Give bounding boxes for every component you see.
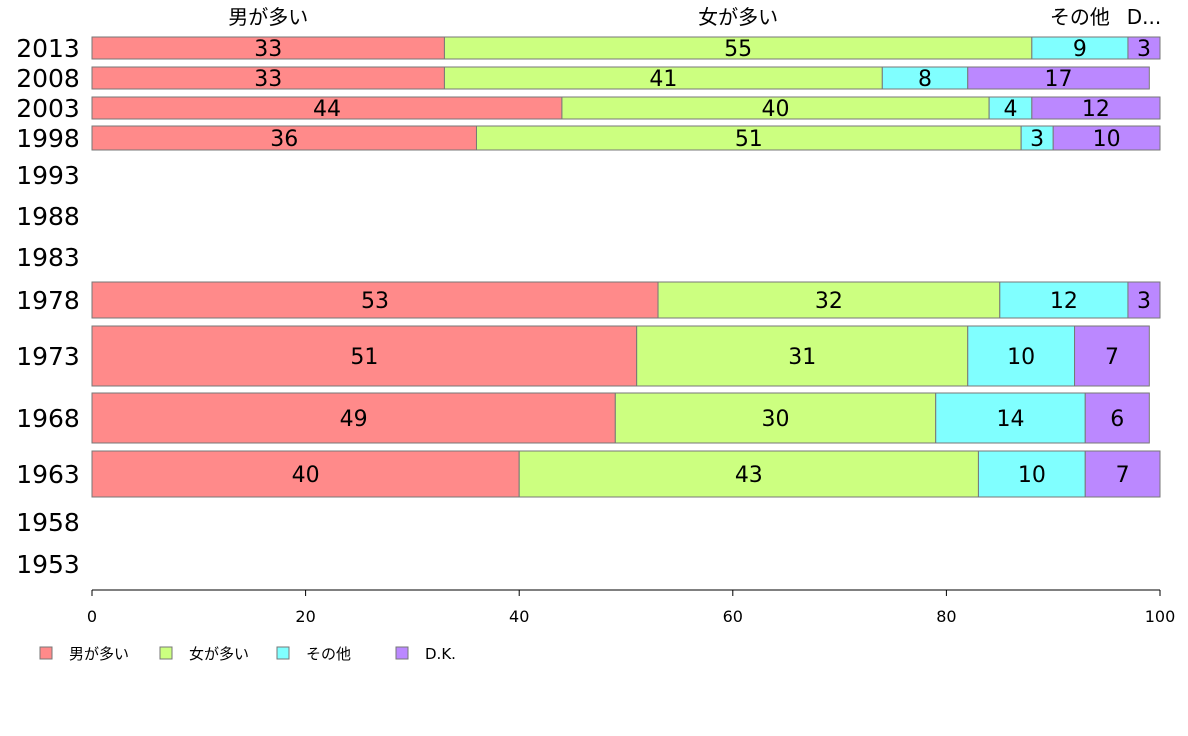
legend-label-0: 男が多い [69,645,129,663]
bar-1963-series-2 [977,450,1086,498]
data-label-1973-series-2: 10 [1007,345,1035,370]
data-label-1998-series-3: 10 [1093,127,1121,152]
year-label-1983: 1983 [16,243,80,272]
data-label-1978-series-0: 53 [361,289,389,314]
data-label-1998-series-0: 36 [270,127,298,152]
x-tick-label-80: 80 [936,607,956,626]
x-tick-label-0: 0 [87,607,97,626]
data-label-1973-series-1: 31 [788,345,816,370]
bar-1978-series-2 [999,281,1129,319]
data-label-1978-series-3: 3 [1137,289,1151,314]
x-tick-label-20: 20 [295,607,315,626]
data-label-1998-series-1: 51 [735,127,763,152]
data-label-2003-series-3: 12 [1082,97,1110,122]
legend-label-1: 女が多い [189,645,249,663]
bar-1973-series-3 [1074,325,1150,387]
data-label-1998-series-2: 3 [1030,127,1044,152]
data-label-1968-series-1: 30 [762,407,790,432]
bar-1968-series-2 [935,392,1086,444]
legend-label-2: その他 [306,645,351,663]
data-label-2013-series-2: 9 [1073,37,1087,62]
column-header-3: D... [1127,5,1161,29]
data-label-1968-series-3: 6 [1110,407,1124,432]
data-label-1973-series-0: 51 [350,345,378,370]
bar-2013-series-3 [1127,36,1161,60]
column-header-0: 男が多い [228,5,308,29]
year-label-1953: 1953 [16,550,80,579]
data-label-2013-series-0: 33 [254,37,282,62]
year-label-2003: 2003 [16,94,80,123]
year-label-1958: 1958 [16,508,80,537]
year-label-1988: 1988 [16,202,80,231]
data-label-1963-series-1: 43 [735,463,763,488]
data-label-2008-series-2: 8 [918,67,932,92]
data-label-1973-series-3: 7 [1105,345,1119,370]
bar-2008-series-3 [967,66,1150,90]
year-label-1968: 1968 [16,404,80,433]
column-header-2: その他 [1050,5,1110,29]
bar-1973-series-1 [636,325,969,387]
legend-swatch-0 [39,646,53,660]
year-label-1998: 1998 [16,124,80,153]
column-header-1: 女が多い [698,5,778,29]
legend-swatch-1 [159,646,173,660]
legend-swatch-2 [276,646,290,660]
data-label-1963-series-0: 40 [292,463,320,488]
bar-1963-series-0 [91,450,520,498]
bar-1968-series-1 [614,392,937,444]
bar-1978-series-1 [657,281,1001,319]
year-label-1993: 1993 [16,161,80,190]
legend-swatch-3 [395,646,409,660]
data-label-1968-series-2: 14 [996,407,1024,432]
bar-1963-series-1 [518,450,979,498]
bar-1998-series-3 [1052,125,1161,151]
x-tick-label-100: 100 [1145,607,1176,626]
year-label-1973: 1973 [16,342,80,371]
data-label-2008-series-0: 33 [254,67,282,92]
x-tick-label-40: 40 [509,607,529,626]
data-label-2003-series-0: 44 [313,97,341,122]
data-label-2013-series-1: 55 [724,37,752,62]
data-label-1963-series-2: 10 [1018,463,1046,488]
bar-1973-series-0 [91,325,638,387]
data-label-1978-series-1: 32 [815,289,843,314]
x-tick-label-60: 60 [723,607,743,626]
year-label-2013: 2013 [16,34,80,63]
data-label-2003-series-1: 40 [762,97,790,122]
year-label-1978: 1978 [16,286,80,315]
bar-1998-series-0 [91,125,477,151]
bar-1978-series-0 [91,281,659,319]
year-label-1963: 1963 [16,460,80,489]
bar-1968-series-0 [91,392,616,444]
bar-2003-series-3 [1031,96,1161,120]
data-label-2008-series-3: 17 [1045,67,1073,92]
data-label-2013-series-3: 3 [1137,37,1151,62]
data-label-1978-series-2: 12 [1050,289,1078,314]
bar-1963-series-3 [1084,450,1161,498]
data-label-2003-series-2: 4 [1003,97,1017,122]
legend-label-3: D.K. [425,645,456,663]
year-label-2008: 2008 [16,64,80,93]
bar-1978-series-3 [1127,281,1161,319]
data-label-1963-series-3: 7 [1116,463,1130,488]
data-label-2008-series-1: 41 [649,67,677,92]
bar-1998-series-1 [475,125,1022,151]
bar-1968-series-3 [1084,392,1150,444]
data-label-1968-series-0: 49 [340,407,368,432]
bar-1973-series-2 [967,325,1076,387]
bar-1998-series-2 [1020,125,1054,151]
